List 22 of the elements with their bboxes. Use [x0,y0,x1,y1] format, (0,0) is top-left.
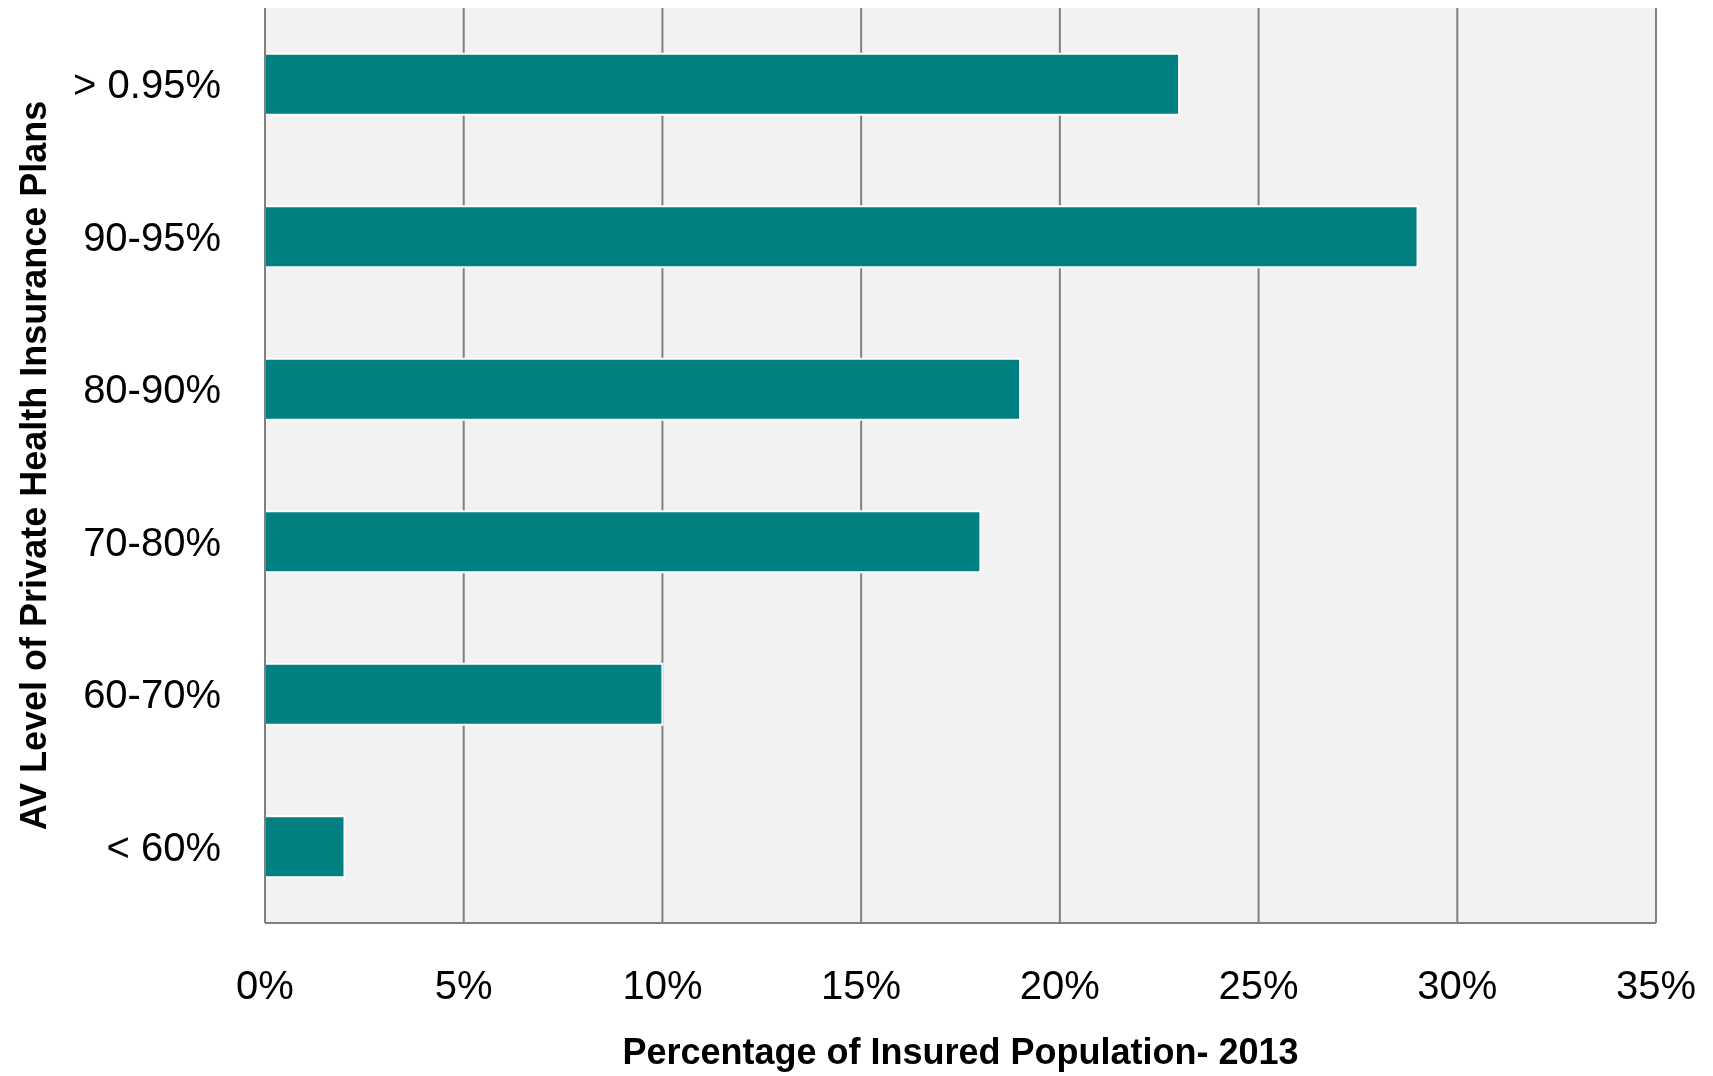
x-tick-label: 35% [1615,963,1697,1008]
y-tick-label: < 60% [106,824,221,869]
x-tick-label: 5% [434,963,493,1008]
x-tick-label: 0% [236,963,294,1008]
bar [265,662,664,726]
y-axis-title: AV Level of Private Health Insurance Plans [12,100,54,831]
y-tick-label: 90-95% [83,214,221,259]
bar [265,52,1181,116]
x-tick-label: 20% [1019,963,1100,1008]
bar [265,357,1022,421]
x-tick-label: 10% [622,963,703,1008]
y-tick-label: 70-80% [83,519,221,564]
x-tick-label: 30% [1417,963,1498,1008]
x-tick-label: 25% [1218,963,1299,1008]
y-tick-label: 80-90% [83,367,221,412]
y-tick-label: > 0.95% [73,62,221,107]
bar [265,815,346,879]
x-tick-label: 15% [821,963,902,1008]
bar [265,510,982,574]
bar [265,205,1419,269]
x-axis-title: Percentage of Insured Population- 2013 [622,1031,1299,1072]
y-tick-label: 60-70% [83,672,221,717]
